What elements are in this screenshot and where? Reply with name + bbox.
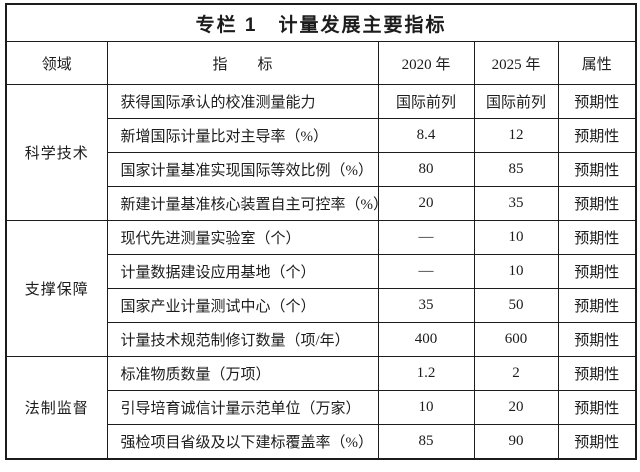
attribute-cell: 预期性 [557,118,637,153]
value-2025-cell: 10 [473,254,559,289]
indicator-cell: 强检项目省级及以下建标覆盖率（%） [106,424,379,460]
attribute-cell: 预期性 [557,356,637,391]
domain-cell: 支撑保障 [5,220,108,357]
value-2020-cell: — [377,254,475,289]
value-2020-cell: 85 [377,424,475,460]
attribute-cell: 预期性 [557,390,637,425]
attribute-cell: 预期性 [557,288,637,323]
table-title: 专栏 1 计量发展主要指标 [5,3,637,42]
value-2020-cell: 80 [377,152,475,187]
table-row: 计量数据建设应用基地（个） —10 预期性 [6,254,637,289]
table-row: 新增国际计量比对主导率（%） 8.4 12 预期性 [6,118,637,153]
indicator-cell: 标准物质数量（万项） [106,356,379,391]
value-2020-cell: 400 [377,322,475,357]
indicator-cell: 国家计量基准实现国际等效比例（%） [106,152,379,187]
table-row: 国家产业计量测试中心（个） 35 50 预期性 [6,288,637,323]
indicator-cell: 计量技术规范制修订数量（项/年） [106,322,379,357]
domain-cell: 科学技术 [5,84,108,221]
attribute-cell: 预期性 [557,254,637,289]
indicator-cell: 计量数据建设应用基地（个） [106,254,379,289]
attribute-cell: 预期性 [557,424,637,460]
table-row: 计量技术规范制修订数量（项/年） 400 600 预期性 [6,322,637,357]
value-2020-cell: 1.2 [377,356,475,391]
value-2025-cell: 85 [473,152,559,187]
header-domain: 领域 [5,41,108,85]
title-row: 专栏 1 计量发展主要指标 [5,3,637,42]
header-row: 领域 指 标 2020 年 2025 年 属性 [5,41,637,85]
value-2020-cell: 35 [377,288,475,323]
table-row: 国家计量基准实现国际等效比例（%） 80 85 预期性 [6,152,637,187]
attribute-cell: 预期性 [557,322,637,357]
attribute-cell: 预期性 [557,152,637,187]
value-2020-cell: 10 [377,390,475,425]
indicator-cell: 新建计量基准核心装置自主可控率（%） [106,186,379,221]
value-2020-cell: — [377,220,475,255]
table-body: 科学技术 获得国际承认的校准测量能力 国际前列 国际前列 预期性 新增国际计量比对主导率（… [5,84,637,460]
indicator-cell: 引导培育诚信计量示范单位（万家） [106,390,379,425]
value-2025-cell: 90 [473,424,559,460]
value-2025-cell: 2 [473,356,559,391]
table-row: 支撑保障 现代先进测量实验室（个） —10 预期性 [5,220,637,357]
header-attribute: 属性 [557,41,637,85]
indicator-cell: 新增国际计量比对主导率（%） [106,118,379,153]
attribute-cell: 预期性 [557,84,637,119]
value-2020-cell: 国际前列 [377,84,475,119]
table-row: 引导培育诚信计量示范单位（万家） 10 20 预期性 [6,390,637,425]
indicator-cell: 国家产业计量测试中心（个） [106,288,379,323]
table-row: 法制监督 标准物质数量（万项） 1.2 2 预期性 [5,356,637,460]
indicator-cell: 获得国际承认的校准测量能力 [106,84,379,119]
value-2025-cell: 国际前列 [473,84,559,119]
value-2025-cell: 600 [473,322,559,357]
attribute-cell: 预期性 [557,220,637,255]
header-indicator: 指 标 [106,41,379,85]
header-2025: 2025 年 [473,41,559,85]
table-row: 新建计量基准核心装置自主可控率（%） 20 35 预期性 [6,186,637,221]
table-row: 科学技术 获得国际承认的校准测量能力 国际前列 国际前列 预期性 [5,84,637,221]
attribute-cell: 预期性 [557,186,637,221]
value-2025-cell: 12 [473,118,559,153]
header-2020: 2020 年 [377,41,475,85]
value-2025-cell: 20 [473,390,559,425]
value-2025-cell: 35 [473,186,559,221]
table-row: 强检项目省级及以下建标覆盖率（%） 85 90 预期性 [6,424,637,460]
value-2020-cell: 20 [377,186,475,221]
value-2025-cell: 10 [473,220,559,255]
metrics-table: 专栏 1 计量发展主要指标 领域 指 标 2020 年 2025 年 属性 科学… [5,3,638,460]
value-2025-cell: 50 [473,288,559,323]
value-2020-cell: 8.4 [377,118,475,153]
domain-cell: 法制监督 [5,356,108,460]
indicator-cell: 现代先进测量实验室（个） [106,220,379,255]
